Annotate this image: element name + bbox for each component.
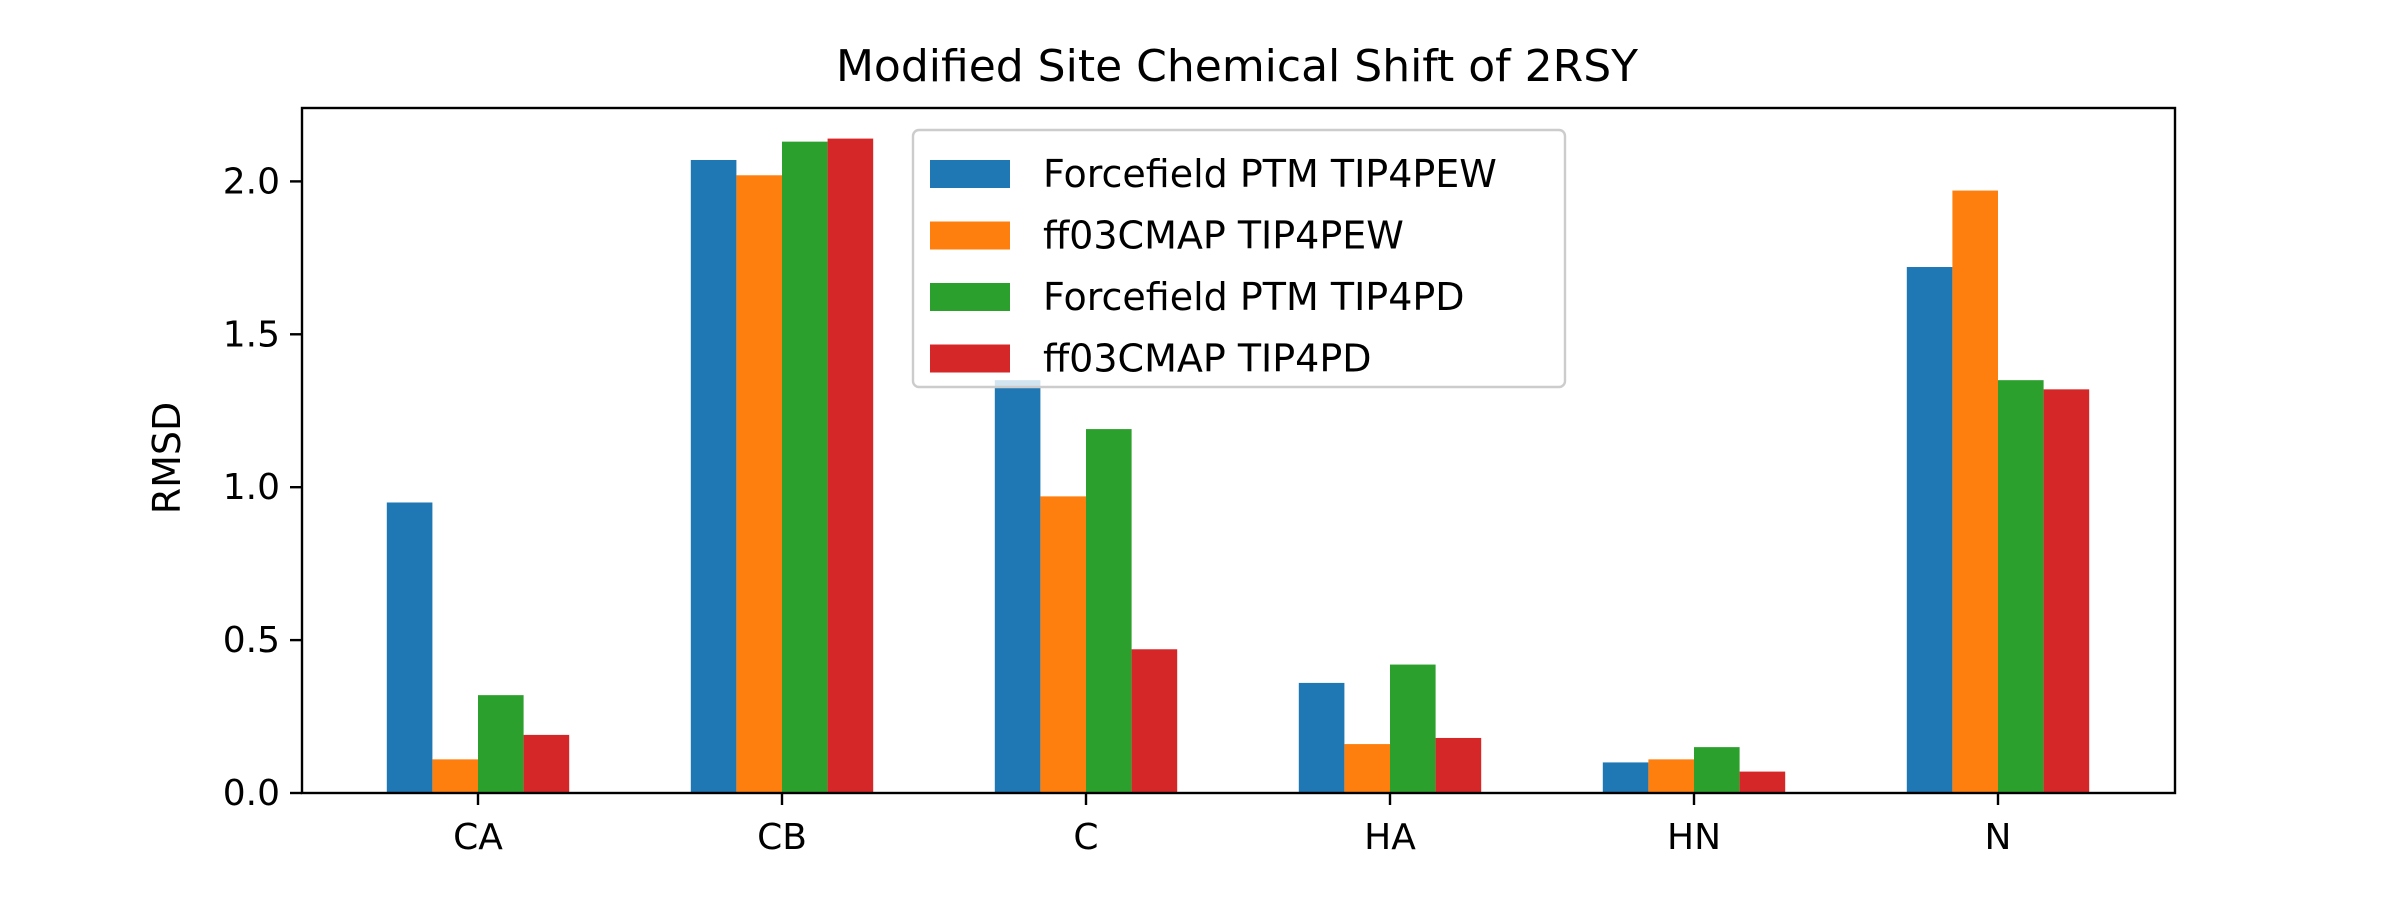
x-tick-label: HN bbox=[1667, 817, 1721, 858]
bar-cb-series-4 bbox=[827, 138, 874, 794]
y-tick-label: 2.0 bbox=[223, 161, 280, 202]
legend-label-1: Forcefield PTM TIP4PEW bbox=[1043, 152, 1497, 196]
axes-group: 0.0 0.5 1.0 1.5 2.0 CA CB C HA HN N bbox=[223, 106, 2177, 858]
bar-n-series-2 bbox=[1952, 190, 1998, 794]
y-tick-label: 1.5 bbox=[223, 314, 280, 355]
y-tick-label: 0.0 bbox=[223, 773, 280, 814]
chart-title: Modified Site Chemical Shift of 2RSY bbox=[836, 41, 1638, 92]
bar-ha-series-3 bbox=[1390, 664, 1436, 793]
bar-cb-series-1 bbox=[690, 159, 737, 794]
x-tick-label: HA bbox=[1364, 817, 1416, 858]
x-tick-label: C bbox=[1073, 817, 1098, 858]
bar-n-series-3 bbox=[1998, 380, 2044, 793]
bar-c-series-1 bbox=[994, 380, 1041, 793]
legend: Forcefield PTM TIP4PEW ff03CMAP TIP4PEW Fo… bbox=[911, 128, 1567, 389]
bar-ha-series-4 bbox=[1435, 737, 1482, 793]
x-tick-label: N bbox=[1985, 817, 2012, 858]
bar-c-series-3 bbox=[1086, 429, 1132, 793]
legend-box bbox=[911, 128, 1567, 389]
bar-hn-series-1 bbox=[1602, 762, 1649, 793]
plot-frame bbox=[300, 106, 2177, 795]
legend-label-2: ff03CMAP TIP4PEW bbox=[1043, 214, 1404, 258]
legend-swatch-2 bbox=[930, 221, 1010, 250]
bar-ca-series-2 bbox=[432, 759, 478, 793]
bar-n-series-4 bbox=[2043, 389, 2090, 793]
bar-ca-series-4 bbox=[523, 734, 570, 793]
bar-ca-series-3 bbox=[478, 695, 524, 793]
x-tick-label: CB bbox=[757, 817, 807, 858]
legend-label-4: ff03CMAP TIP4PD bbox=[1043, 337, 1372, 381]
y-tick-label: 1.0 bbox=[223, 467, 280, 508]
y-axis-label: RMSD bbox=[145, 402, 189, 515]
bar-c-series-4 bbox=[1131, 649, 1178, 793]
bar-n-series-1 bbox=[1906, 267, 1953, 794]
bar-ca-series-1 bbox=[386, 502, 433, 793]
bar-c-series-2 bbox=[1040, 496, 1086, 793]
bar-ha-series-2 bbox=[1344, 744, 1390, 793]
bar-ha-series-1 bbox=[1298, 682, 1345, 793]
legend-swatch-1 bbox=[930, 160, 1010, 188]
bar-hn-series-2 bbox=[1648, 759, 1694, 793]
bar-hn-series-3 bbox=[1694, 747, 1740, 793]
bar-hn-series-4 bbox=[1739, 771, 1786, 793]
bars-group bbox=[386, 138, 2090, 794]
bar-cb-series-2 bbox=[736, 175, 782, 793]
y-tick-label: 0.5 bbox=[223, 620, 280, 661]
legend-swatch-4 bbox=[930, 344, 1010, 373]
bar-cb-series-3 bbox=[782, 141, 828, 793]
x-tick-label: CA bbox=[453, 817, 503, 858]
legend-swatch-3 bbox=[930, 283, 1010, 311]
legend-label-3: Forcefield PTM TIP4PD bbox=[1043, 275, 1465, 319]
